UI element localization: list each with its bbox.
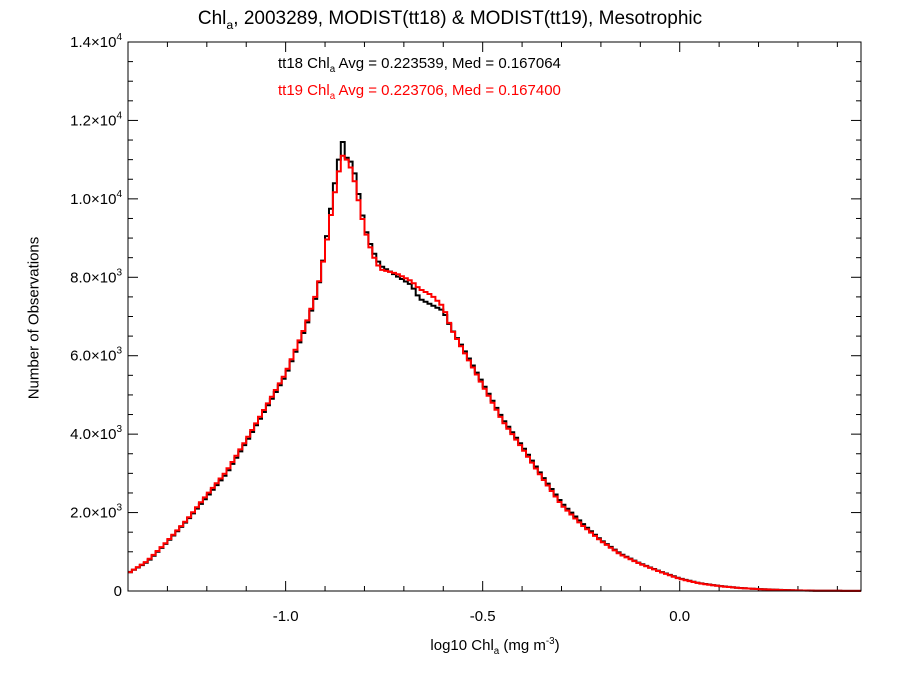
y-tick-label-exponent: 3 (116, 267, 122, 278)
x-axis-label: log10 Chla (mg m-3) (0, 636, 900, 657)
annotation-tt19-post: Avg = 0.223706, Med = 0.167400 (335, 82, 561, 99)
y-tick-label-base: 8.0×10 (70, 269, 116, 286)
annotation-tt18-pre: tt18 Chl (278, 55, 330, 72)
series-line-tt18 (128, 141, 861, 592)
annotation-tt18-post: Avg = 0.223539, Med = 0.167064 (335, 55, 561, 72)
tick-labels: -1.0 -0.5 0.002.0×1034.0×1036.0×1038.0×103… (70, 32, 690, 625)
y-tick-label-base: 1.2×10 (70, 112, 116, 129)
series-group (128, 141, 861, 592)
y-tick-label: 1.2×104 (70, 110, 122, 129)
y-tick-label-base: 1.4×10 (70, 34, 116, 51)
annotation-tt19: tt19 Chla Avg = 0.223706, Med = 0.167400 (278, 82, 561, 102)
y-tick-label-base: 1.0×10 (70, 191, 116, 208)
y-tick-label-exponent: 4 (116, 189, 122, 200)
chart-title-sub: a (226, 17, 234, 32)
x-axis-label-sup: -3 (545, 636, 555, 647)
x-axis-label-pre: log10 Chl (430, 637, 494, 654)
annotation-tt19-sub: a (329, 91, 336, 102)
annotation-tt18: tt18 Chla Avg = 0.223539, Med = 0.167064 (278, 55, 561, 75)
y-tick-label: 6.0×103 (70, 346, 122, 365)
chart-title-rest: , 2003289, MODIST(tt18) & MODIST(tt19), … (233, 8, 703, 29)
y-tick-label-base: 2.0×10 (70, 505, 116, 522)
x-axis-label-post: ) (554, 637, 560, 654)
y-tick-label-base: 4.0×10 (70, 426, 116, 443)
y-axis-label: Number of Observations (25, 236, 43, 400)
y-tick-label: 4.0×103 (70, 424, 122, 443)
y-tick-label-base: 0 (114, 583, 122, 600)
x-axis-label-sub: a (493, 646, 500, 657)
x-tick-label: 0.0 (669, 608, 690, 625)
y-tick-label: 0 (114, 583, 122, 600)
chart-title: Chla, 2003289, MODIST(tt18) & MODIST(tt1… (0, 8, 900, 32)
plot-frame (127, 41, 862, 592)
annotation-tt18-sub: a (329, 64, 336, 75)
y-tick-label-base: 6.0×10 (70, 348, 116, 365)
y-tick-label: 8.0×103 (70, 267, 122, 286)
x-tick-label: -1.0 (273, 608, 299, 625)
axis-ticks (127, 41, 861, 592)
annotation-tt19-pre: tt19 Chl (278, 82, 330, 99)
y-tick-label: 2.0×103 (70, 503, 122, 522)
chart-title-main: Chl (197, 8, 227, 29)
y-tick-label-exponent: 4 (116, 32, 122, 43)
series-line-tt19 (128, 154, 861, 592)
y-tick-label-exponent: 3 (116, 503, 122, 514)
x-tick-label: -0.5 (470, 608, 496, 625)
x-axis-label-mid: (mg m (499, 637, 546, 654)
y-tick-label-exponent: 3 (116, 346, 122, 357)
y-tick-label-exponent: 4 (116, 110, 122, 121)
y-tick-label-exponent: 3 (116, 424, 122, 435)
y-tick-label: 1.0×104 (70, 189, 122, 208)
y-tick-label: 1.4×104 (70, 32, 122, 51)
